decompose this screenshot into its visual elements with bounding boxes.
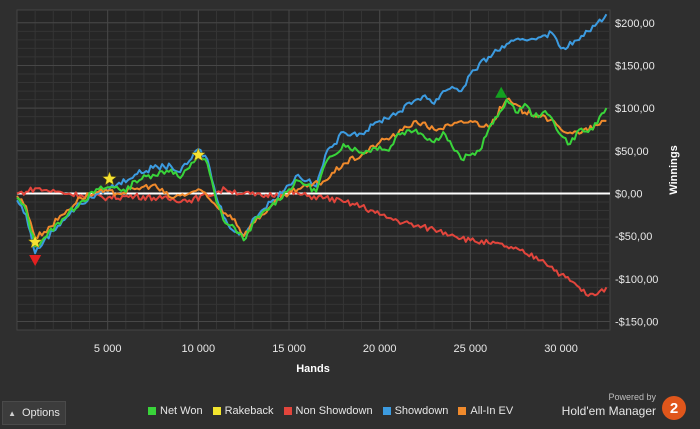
series-line-net-won	[16, 98, 608, 248]
legend-item-net-won[interactable]: Net Won	[148, 405, 203, 417]
x-tick-label: 5 000	[94, 343, 122, 355]
grid	[17, 10, 610, 330]
hem-logo-icon: 2	[662, 396, 686, 420]
y-tick-label: -$150,00	[615, 316, 658, 328]
y-tick-label: $150,00	[615, 60, 655, 72]
legend: Net Won Rakeback Non Showdown Showdown A…	[148, 403, 513, 419]
legend-swatch	[212, 407, 221, 415]
brand-name: Hold'em Manager	[561, 404, 656, 418]
caret-up-icon: ▲	[8, 408, 16, 418]
legend-label: All-In EV	[470, 405, 514, 417]
y-tick-label: $50,00	[615, 146, 649, 158]
x-tick-label: 15 000	[272, 343, 306, 355]
legend-label: Non Showdown	[295, 405, 373, 417]
legend-item-non-showdown[interactable]: Non Showdown	[283, 405, 373, 417]
legend-swatch	[382, 407, 391, 415]
y-tick-label: -$50,00	[615, 231, 652, 243]
star-marker	[27, 234, 43, 249]
y-tick-label: -$100,00	[615, 274, 658, 286]
legend-swatch	[148, 407, 156, 415]
x-tick-label: 25 000	[454, 343, 488, 355]
star-marker	[102, 171, 117, 186]
x-axis-title: Hands	[296, 363, 330, 375]
options-button[interactable]: ▲ Options	[2, 401, 66, 425]
tick-labels: 5 000 10 000 15 000 20 000 25 000 30 000 $200,…	[94, 18, 659, 355]
legend-swatch	[458, 407, 467, 415]
y-tick-label: $200,00	[615, 18, 655, 30]
y-tick-label: $0,00	[615, 188, 643, 200]
markers	[27, 86, 508, 267]
min-marker	[29, 255, 42, 267]
options-label: Options	[22, 407, 60, 419]
legend-label: Showdown	[394, 405, 449, 417]
series-line-all-in-ev	[16, 97, 607, 240]
legend-item-showdown[interactable]: Showdown	[382, 405, 449, 417]
x-tick-label: 10 000	[182, 343, 216, 355]
brand-powered-text: Powered by	[608, 392, 656, 402]
legend-item-rakeback[interactable]: Rakeback	[212, 405, 274, 417]
plot-area	[16, 9, 611, 331]
legend-swatch	[283, 407, 292, 415]
legend-label: Net Won	[160, 405, 203, 417]
y-axis-title: Winnings	[668, 145, 680, 194]
legend-item-all-in-ev[interactable]: All-In EV	[458, 405, 513, 417]
legend-label: Rakeback	[224, 405, 274, 417]
y-tick-label: $100,00	[615, 103, 655, 115]
max-marker	[495, 86, 508, 98]
star-marker	[191, 147, 206, 162]
x-tick-label: 20 000	[363, 343, 397, 355]
brand-logo: Powered by Hold'em Manager 2	[562, 392, 686, 422]
x-tick-label: 30 000	[544, 343, 578, 355]
series-lines	[16, 13, 608, 297]
